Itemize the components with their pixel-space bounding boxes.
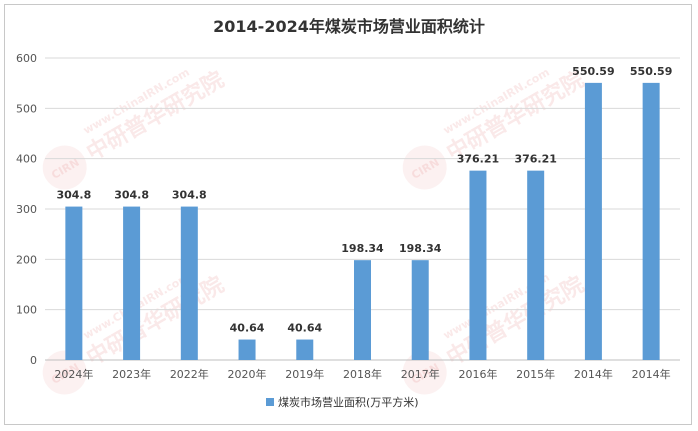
x-tick-label: 2014年 xyxy=(632,367,671,381)
data-label: 304.8 xyxy=(56,189,91,202)
x-axis: 2024年 2023年 2022年 2020年 2019年 2018年 2017年 2016年… xyxy=(54,367,670,381)
data-label: 40.64 xyxy=(230,322,265,335)
data-label: 376.21 xyxy=(514,153,556,166)
data-label: 550.59 xyxy=(572,65,614,78)
legend-swatch xyxy=(266,398,274,406)
y-tick-label: 600 xyxy=(16,52,37,65)
data-label: 550.59 xyxy=(630,65,672,78)
bar xyxy=(354,260,371,360)
x-tick-label: 2023年 xyxy=(112,367,151,381)
data-label: 198.34 xyxy=(399,242,442,255)
data-label: 304.8 xyxy=(172,189,207,202)
x-tick-label: 2024年 xyxy=(54,367,93,381)
watermark-logo-icon xyxy=(402,145,447,190)
watermark-logo-icon xyxy=(42,145,87,190)
bar xyxy=(411,260,429,360)
x-tick-label: 2020年 xyxy=(228,367,267,381)
bar xyxy=(296,339,314,360)
watermark-logo-icon xyxy=(402,350,447,395)
data-label: 198.34 xyxy=(341,242,384,255)
bar xyxy=(527,170,545,360)
x-tick-label: 2019年 xyxy=(285,367,324,381)
y-tick-label: 0 xyxy=(30,354,37,367)
x-tick-label: 2015年 xyxy=(516,367,555,381)
bars: 304.8 304.8 304.8 40.64 40.64 198.34 198.34 376… xyxy=(56,65,672,361)
y-axis: 0 100 200 300 400 500 600 xyxy=(16,52,37,367)
y-tick-label: 300 xyxy=(16,203,37,216)
data-label: 40.64 xyxy=(287,322,322,335)
legend-label: 煤炭市场营业面积(万平方米) xyxy=(278,395,419,409)
legend: 煤炭市场营业面积(万平方米) xyxy=(266,395,419,409)
x-tick-label: 2016年 xyxy=(458,367,497,381)
bar xyxy=(238,339,256,360)
bar xyxy=(65,206,83,360)
bar xyxy=(123,206,141,360)
y-tick-label: 200 xyxy=(16,253,37,266)
data-label: 376.21 xyxy=(457,153,499,166)
bar xyxy=(642,82,660,361)
data-label: 304.8 xyxy=(114,189,149,202)
x-tick-label: 2022年 xyxy=(170,367,209,381)
bar xyxy=(584,82,602,361)
y-tick-label: 400 xyxy=(16,153,37,166)
y-tick-label: 500 xyxy=(16,102,37,115)
bar xyxy=(469,170,487,360)
bar xyxy=(180,206,198,360)
x-tick-label: 2017年 xyxy=(401,367,440,381)
chart-frame xyxy=(4,4,692,425)
x-tick-label: 2018年 xyxy=(343,367,382,381)
watermark-logo-icon xyxy=(42,350,87,395)
chart-title: 2014-2024年煤炭市场营业面积统计 xyxy=(213,17,485,36)
y-tick-label: 100 xyxy=(16,304,37,317)
x-tick-label: 2014年 xyxy=(574,367,613,381)
